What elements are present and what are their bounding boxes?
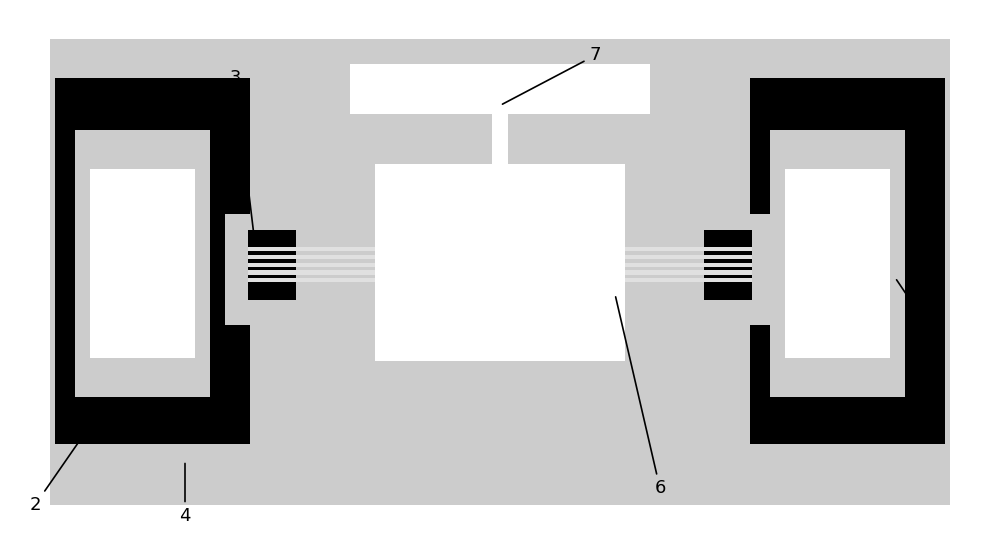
Bar [296, 247, 375, 251]
Text: 2: 2 [29, 435, 83, 514]
Bar [296, 255, 375, 259]
Text: 5: 5 [897, 280, 946, 353]
Bar [50, 39, 950, 505]
Text: 7: 7 [502, 47, 601, 104]
Text: 4: 4 [179, 463, 191, 525]
Bar [625, 270, 704, 275]
Text: 6: 6 [616, 297, 666, 497]
Bar [704, 263, 752, 267]
Bar [350, 64, 650, 114]
Bar [248, 270, 296, 275]
Bar [704, 247, 752, 251]
Bar [75, 130, 210, 397]
Bar [704, 278, 752, 282]
Bar [248, 263, 296, 267]
Bar [492, 114, 508, 164]
Bar [625, 255, 704, 259]
Bar [248, 230, 296, 300]
Bar [770, 130, 905, 397]
Bar [296, 278, 375, 282]
Bar [750, 78, 945, 444]
Bar [704, 230, 752, 300]
Bar [375, 164, 625, 361]
Bar [625, 247, 704, 251]
Bar [704, 255, 752, 259]
Bar [785, 169, 890, 358]
Bar [55, 78, 250, 444]
Bar [248, 247, 296, 251]
Bar [750, 214, 775, 325]
Bar [225, 214, 250, 325]
Bar [90, 169, 195, 358]
Bar [296, 270, 375, 275]
Bar [625, 263, 704, 267]
Bar [248, 278, 296, 282]
Text: 3: 3 [229, 69, 255, 241]
Bar [704, 270, 752, 275]
Bar [248, 255, 296, 259]
Bar [625, 278, 704, 282]
Bar [296, 263, 375, 267]
